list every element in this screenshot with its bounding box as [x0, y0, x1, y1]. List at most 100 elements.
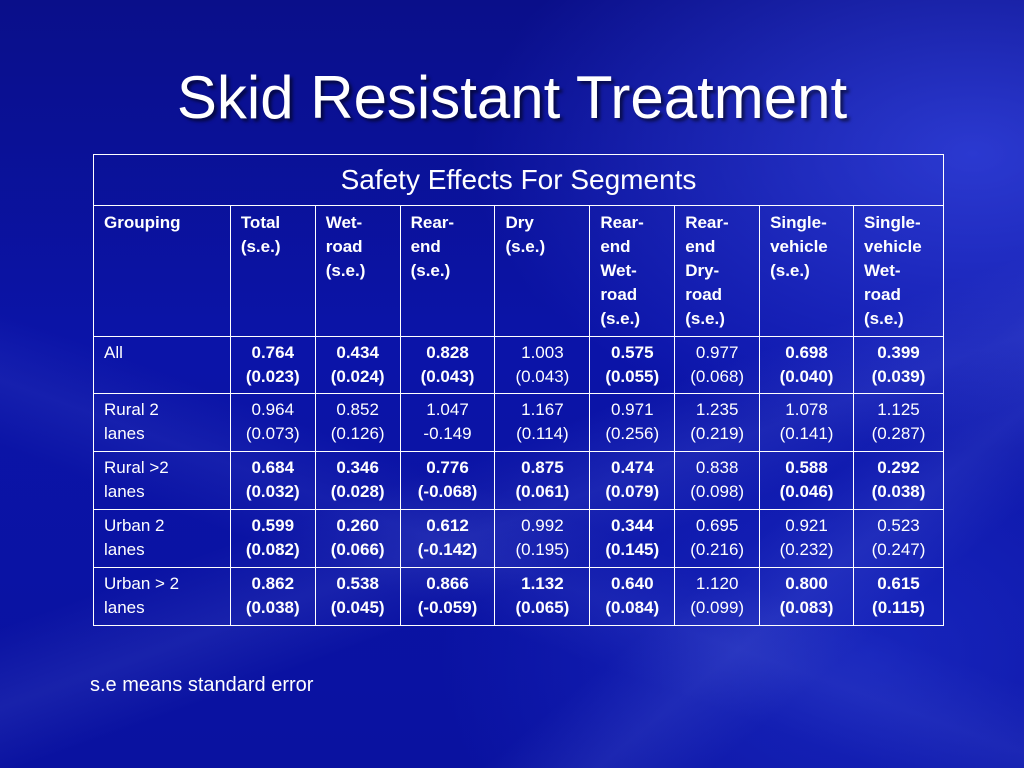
header-row: Grouping Total (s.e.) Wet-road (s.e.) Rear-en… [93, 205, 944, 337]
standard-error-value: (0.114) [516, 424, 569, 443]
header-text: road [864, 285, 901, 304]
estimate-value: 0.615 [877, 574, 920, 593]
standard-error-value: (0.043) [420, 367, 475, 386]
value-cell: 1.120 (0.099) [674, 567, 761, 626]
standard-error-value: (0.145) [605, 540, 660, 559]
estimate-value: 0.800 [785, 574, 828, 593]
standard-error-value: (0.073) [245, 424, 300, 443]
estimate-value: 1.120 [695, 574, 739, 593]
grouping-text: Rural 2 [104, 400, 159, 419]
header-text: vehicle [770, 237, 828, 256]
value-cell: 1.125 (0.287) [853, 393, 944, 452]
value-cell: 1.235 (0.219) [674, 393, 761, 452]
value-cell: 0.538 (0.045) [314, 567, 401, 626]
value-cell: 0.344 (0.145) [589, 509, 676, 568]
column-header: Dry (s.e.) [494, 205, 591, 337]
header-text: Rear- [600, 213, 644, 232]
column-header: Grouping [93, 205, 231, 337]
value-cell: 0.921 (0.232) [759, 509, 854, 568]
value-cell: 0.292 (0.038) [853, 451, 944, 510]
grouping-text: Urban 2 [104, 516, 165, 535]
estimate-value: 0.575 [610, 343, 654, 362]
standard-error-value: (0.219) [690, 424, 745, 443]
value-cell: 0.866 (-0.059) [399, 567, 496, 626]
header-text: (s.e.) [410, 261, 451, 280]
table-row: All 0.764 (0.023) 0.434 (0.024) 0.828 (0.043) 1… [93, 336, 944, 394]
grouping-text: lanes [104, 540, 145, 559]
safety-effects-table: Safety Effects For Segments Grouping Tota… [93, 154, 944, 626]
grouping-text: lanes [104, 424, 145, 443]
standard-error-value: (0.082) [245, 540, 300, 559]
grouping-text: lanes [104, 482, 145, 501]
standard-error-value: (0.045) [330, 598, 385, 617]
value-cell: 0.684 (0.032) [229, 451, 316, 510]
header-text: Wet- [600, 261, 637, 280]
footnote: s.e means standard error [90, 674, 314, 696]
estimate-value: 1.078 [785, 400, 828, 419]
standard-error-value: (0.038) [871, 482, 926, 501]
standard-error-value: (0.055) [605, 367, 660, 386]
grouping-text: Urban > 2 [104, 574, 180, 593]
table-row: Urban 2 lanes 0.599 (0.082) 0.260 (0.066) 0.61… [93, 509, 944, 568]
estimate-value: 1.003 [521, 343, 564, 362]
value-cell: 0.698 (0.040) [759, 336, 854, 394]
estimate-value: 0.538 [336, 574, 379, 593]
standard-error-value: (0.068) [690, 367, 745, 386]
value-cell: 0.588 (0.046) [759, 451, 854, 510]
standard-error-value: (0.195) [515, 540, 570, 559]
estimate-value: 0.640 [610, 574, 654, 593]
table-caption: Safety Effects For Segments [93, 154, 944, 206]
column-header: Rear-end (s.e.) [399, 205, 496, 337]
value-cell: 0.399 (0.039) [853, 336, 944, 394]
value-cell: 0.575 (0.055) [589, 336, 676, 394]
standard-error-value: (0.024) [330, 367, 385, 386]
column-header: Rear-end Wet-road (s.e.) [589, 205, 676, 337]
standard-error-value: -0.149 [423, 424, 472, 443]
header-text: (s.e.) [864, 309, 904, 328]
estimate-value: 1.132 [521, 574, 564, 593]
value-cell: 0.992 (0.195) [494, 509, 591, 568]
header-text: (s.e.) [240, 237, 281, 256]
standard-error-value: (0.256) [605, 424, 660, 443]
estimate-value: 1.047 [426, 400, 469, 419]
standard-error-value: (0.084) [605, 598, 660, 617]
value-cell: 0.971 (0.256) [589, 393, 676, 452]
header-text: Rear- [685, 213, 729, 232]
grouping-cell: Rural >2 lanes [93, 451, 231, 510]
standard-error-value: (0.232) [779, 540, 834, 559]
table-row: Rural 2 lanes 0.964 (0.073) 0.852 (0.126) 1.04… [93, 393, 944, 452]
estimate-value: 0.698 [785, 343, 828, 362]
table-row: Rural >2 lanes 0.684 (0.032) 0.346 (0.028) 0.7… [93, 451, 944, 510]
estimate-value: 1.125 [877, 400, 920, 419]
estimate-value: 0.828 [426, 343, 469, 362]
value-cell: 1.003 (0.043) [494, 336, 591, 394]
column-header: Single-vehicle Wet-road (s.e.) [853, 205, 944, 337]
grouping-cell: All [93, 336, 231, 394]
standard-error-value: (0.079) [605, 482, 660, 501]
estimate-value: 0.523 [877, 516, 920, 535]
header-text: end [410, 237, 441, 256]
standard-error-value: (-0.068) [417, 482, 478, 501]
estimate-value: 0.921 [785, 516, 828, 535]
header-text: Single- [864, 213, 921, 232]
estimate-value: 0.764 [251, 343, 295, 362]
header-text: road [600, 285, 638, 304]
grouping-text: All [104, 343, 123, 362]
estimate-value: 0.588 [785, 458, 828, 477]
grouping-text: Rural >2 [104, 458, 169, 477]
standard-error-value: (0.099) [690, 598, 745, 617]
estimate-value: 1.235 [695, 400, 739, 419]
estimate-value: 0.862 [251, 574, 295, 593]
header-text: Dry [505, 213, 534, 232]
header-text: (s.e.) [685, 309, 725, 328]
header-text: (s.e.) [770, 261, 810, 280]
standard-error-value: (0.247) [871, 540, 926, 559]
standard-error-value: (0.038) [245, 598, 300, 617]
standard-error-value: (0.287) [871, 424, 926, 443]
standard-error-value: (0.216) [690, 540, 745, 559]
standard-error-value: (0.083) [779, 598, 834, 617]
header-text: Total [240, 213, 281, 232]
header-text: Grouping [104, 213, 181, 232]
value-cell: 0.474 (0.079) [589, 451, 676, 510]
value-cell: 0.828 (0.043) [399, 336, 496, 394]
